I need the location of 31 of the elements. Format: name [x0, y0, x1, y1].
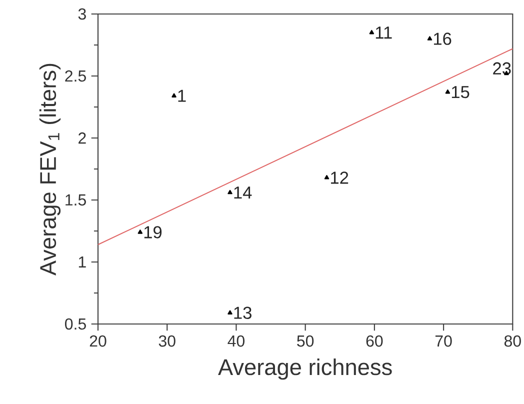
annotation: 16 [434, 32, 452, 45]
x-tick-label: 50 [297, 335, 314, 347]
annotation: 11 [376, 26, 392, 39]
point [138, 230, 143, 234]
x-tick-label: 60 [366, 335, 383, 347]
annotation: 14 [234, 186, 252, 199]
x-tick-label: 20 [90, 335, 106, 347]
y-tick-label: 1 [78, 256, 86, 268]
x-tick-label: 30 [158, 335, 176, 347]
annotation: 12 [331, 172, 348, 184]
annotation: 15 [452, 86, 470, 98]
x-tick-label: 70 [435, 335, 452, 347]
y-tick-label: 2.5 [65, 70, 86, 82]
y-tick-label: 0.5 [65, 318, 86, 330]
annotation: 19 [144, 226, 162, 238]
point [228, 190, 232, 194]
x-tick-label: 80 [504, 335, 521, 347]
point [228, 310, 232, 314]
point [445, 89, 450, 94]
point [324, 175, 330, 180]
point [369, 30, 374, 34]
x-tick-label: 40 [228, 335, 244, 347]
annotation: 1 [178, 90, 186, 102]
y-tick-label: 3 [78, 8, 86, 20]
y-axis-title: Average FEV$_{1}$ (liters) [39, 64, 61, 276]
point [427, 36, 432, 40]
y-tick-label: 2 [78, 132, 86, 144]
point [172, 93, 176, 98]
annotation: 13 [234, 306, 252, 319]
y-tick-label: 1.5 [66, 194, 86, 206]
x-axis-title: Average richness [218, 358, 392, 380]
